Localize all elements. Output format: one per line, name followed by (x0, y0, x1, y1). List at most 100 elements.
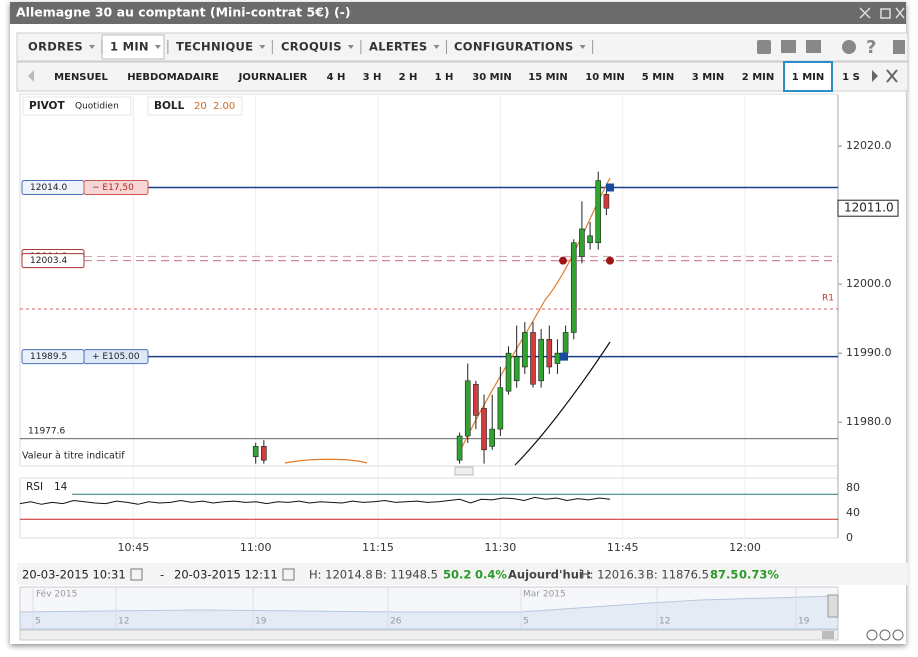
x-tick-label: 10:45 (118, 541, 150, 554)
minimize[interactable] (859, 7, 871, 19)
icon-layers[interactable] (757, 40, 771, 54)
candle-body (530, 332, 536, 385)
timeframe[interactable]: 3 H (363, 72, 382, 83)
pivot-box (22, 96, 132, 116)
menu-arrow (579, 45, 586, 49)
candle-body (562, 332, 569, 354)
candle-body (546, 339, 553, 368)
candle-body (456, 435, 463, 461)
status-today: Aujourd'hui : (508, 568, 591, 582)
x-tick-label: 12:00 (729, 541, 761, 554)
menu-item[interactable]: ALERTES (369, 40, 428, 54)
rsi-tick-label: 0 (846, 531, 853, 544)
status-from: 20-03-2015 10:31 (22, 568, 126, 582)
toolbar-icons: ? (757, 37, 905, 58)
timeframe[interactable]: 1 S (842, 72, 860, 83)
scroll-thumb[interactable] (822, 631, 834, 639)
close[interactable] (895, 7, 905, 19)
scroll-left[interactable] (28, 70, 34, 82)
calendar-icon[interactable] (130, 568, 143, 581)
level-label: 12003.4 (30, 256, 67, 266)
timeframe[interactable]: HEBDOMADAIRE (127, 72, 219, 83)
note: Valeur à titre indicatif (22, 451, 125, 462)
menu-arrow (259, 45, 266, 49)
candle-body (252, 446, 259, 458)
candle-body (489, 428, 496, 447)
rsi-tick-label: 80 (846, 481, 860, 494)
menu-item[interactable]: ORDRES (28, 40, 83, 54)
timeframe[interactable]: 1 H (435, 72, 454, 83)
nav-month: Fév 2015 (36, 589, 77, 600)
rsi-period: 14 (54, 481, 68, 493)
calendar-icon[interactable] (282, 568, 295, 581)
pivot-label: PIVOT (29, 100, 65, 112)
candle-body (579, 228, 585, 257)
timeframe[interactable]: 5 MIN (642, 72, 674, 83)
nav-day: 19 (798, 617, 810, 627)
panel-splitter[interactable] (454, 466, 474, 476)
nav-day: 19 (255, 617, 267, 627)
zoom-reset[interactable] (892, 629, 904, 641)
timeframe[interactable]: 10 MIN (585, 72, 624, 83)
timeframe[interactable]: 15 MIN (528, 72, 567, 83)
menu-arrow (347, 45, 354, 49)
order-tag-label: + E105.00 (92, 352, 140, 362)
status-change-pct: 0.4% (475, 568, 507, 582)
timeframe[interactable]: MENSUEL (54, 72, 108, 83)
x-tick-label: 11:00 (240, 541, 272, 554)
menu-arrow (154, 45, 161, 49)
pivot-r1-label: R1 (822, 293, 834, 303)
candle-body (464, 380, 471, 437)
current-price-box (837, 199, 899, 217)
timeframe[interactable]: 4 H (327, 72, 346, 83)
rsi-line (19, 496, 611, 505)
scroll-right[interactable] (872, 70, 878, 82)
moving-average (514, 341, 611, 466)
icon-image[interactable] (781, 40, 796, 53)
timeframe[interactable]: 1 MIN (792, 72, 824, 83)
menu-arrow (88, 45, 95, 49)
menu-item[interactable]: CONFIGURATIONS (454, 40, 574, 54)
navigator-handle[interactable] (827, 594, 839, 618)
candle-body (538, 339, 544, 382)
boll-middle (284, 177, 611, 464)
status-today-pct: 0.73% (739, 568, 779, 582)
y-tick-label: 11980.0 (846, 415, 892, 428)
timeframe[interactable]: 3 MIN (692, 72, 724, 83)
icon-sound[interactable] (893, 40, 905, 54)
icon-help[interactable]: ? (866, 37, 876, 58)
boll-period: 20 (194, 101, 207, 112)
zoom-in[interactable] (879, 629, 891, 641)
status-today-low: B: 11876.5 (646, 568, 709, 582)
rsi-label: RSI (26, 481, 43, 493)
order-tag-label: − E17,50 (92, 183, 134, 193)
candle-body (587, 235, 593, 244)
icon-settings[interactable] (842, 40, 856, 54)
order-marker (606, 183, 614, 192)
zoom-out[interactable] (866, 629, 878, 641)
candle-body (570, 242, 577, 333)
candle-body (473, 383, 479, 416)
status-today-change: 87.5 (710, 568, 738, 582)
boll-dev: 2.00 (213, 101, 235, 112)
nav-day: 5 (523, 617, 529, 627)
candle-body (522, 332, 528, 368)
timeframe[interactable]: 2 MIN (742, 72, 774, 83)
close-timeframes[interactable] (886, 69, 898, 83)
timeframe[interactable]: 2 H (399, 72, 418, 83)
rsi-tick-label: 40 (846, 506, 860, 519)
y-tick-label: 12000.0 (846, 277, 892, 290)
nav-day: 12 (118, 617, 129, 627)
timeframe[interactable]: 30 MIN (472, 72, 511, 83)
timeframe[interactable]: JOURNALIER (238, 72, 308, 83)
order-marker (560, 352, 568, 361)
boll-label: BOLL (154, 100, 185, 112)
icon-print[interactable] (806, 40, 821, 53)
menu-item[interactable]: 1 MIN (110, 40, 149, 54)
candle-body (513, 356, 520, 382)
restore[interactable] (880, 8, 891, 19)
menu-item[interactable]: TECHNIQUE (176, 40, 253, 54)
navigator-scrollbar[interactable] (19, 629, 839, 641)
title-bar (10, 2, 906, 24)
menu-item[interactable]: CROQUIS (281, 40, 342, 54)
